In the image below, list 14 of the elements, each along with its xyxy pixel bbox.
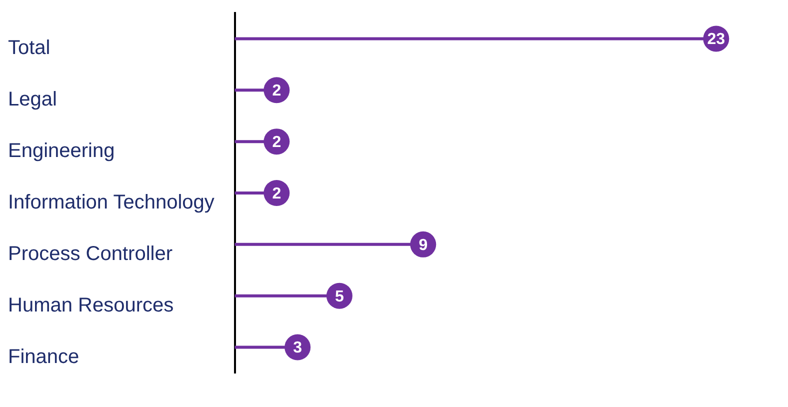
data-label: 2 — [272, 82, 282, 100]
data-label: 3 — [293, 340, 302, 357]
data-label: 23 — [707, 31, 726, 48]
y-tick-label: Process Controller — [8, 242, 173, 265]
data-label: 2 — [272, 185, 282, 202]
y-tick-label: Human Resources — [8, 294, 174, 316]
data-label: 5 — [334, 288, 344, 306]
y-tick-label: Legal — [8, 88, 57, 111]
y-tick-label: Information Technology — [8, 192, 214, 214]
y-tick-label: Engineering — [8, 140, 115, 162]
data-label: 9 — [418, 236, 428, 254]
data-label: 2 — [272, 134, 282, 151]
y-tick-label: Total — [8, 37, 50, 60]
y-tick-label: Finance — [8, 346, 80, 368]
